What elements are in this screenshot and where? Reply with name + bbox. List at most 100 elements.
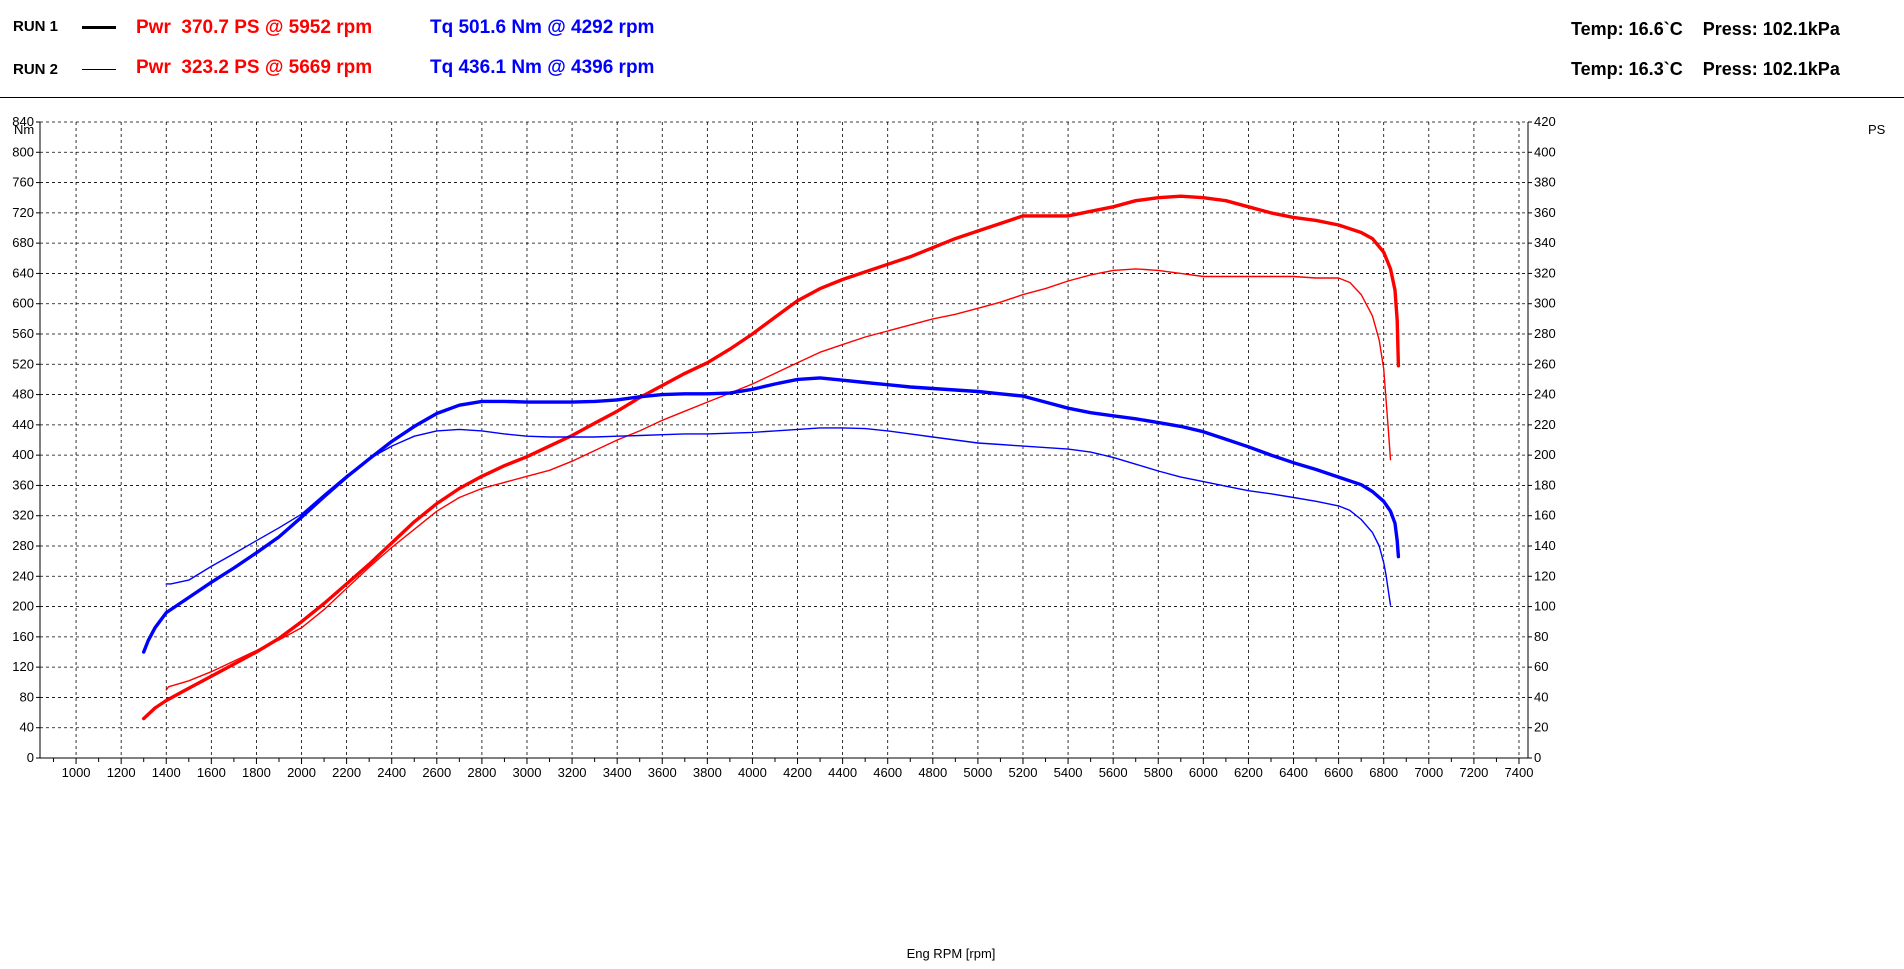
y-right-tick-label: 220	[1534, 417, 1556, 432]
y-left-tick-label: 480	[12, 387, 34, 402]
dyno-chart: 1000 1200 1400 1600 1800 2000 2200 2400 2600 2800…	[12, 114, 1886, 961]
y-right-tick-label: 200	[1534, 447, 1556, 462]
y-left-tick-label: 560	[12, 326, 34, 341]
power-curve-run2	[165, 268, 1392, 691]
x-tick-label: 3800	[693, 765, 722, 780]
y-left-tick-label: 360	[12, 477, 34, 492]
run1-power-prefix: Pwr	[136, 17, 171, 38]
x-tick-label: 1000	[62, 765, 91, 780]
x-tick-label: 3000	[513, 765, 542, 780]
x-axis-label: Eng RPM [rpm]	[907, 946, 996, 961]
run1-line-swatch	[82, 26, 116, 29]
x-tick-label: 6600	[1324, 765, 1353, 780]
y-left-tick-label: 160	[12, 629, 34, 644]
y-right-tick-label: 360	[1534, 205, 1556, 220]
y-left-tick-label: 680	[12, 235, 34, 250]
y-left-tick-label: 280	[12, 538, 34, 553]
x-tick-label: 3600	[648, 765, 677, 780]
y-left-tick-label: 720	[12, 205, 34, 220]
x-tick-label: 2400	[377, 765, 406, 780]
y-right-tick-label: 40	[1534, 689, 1548, 704]
x-tick-label: 6400	[1279, 765, 1308, 780]
chart-header: RUN 1 Pwr 370.7 PS @ 5952 rpm Tq 501.6 N…	[0, 0, 1904, 98]
x-tick-label: 5200	[1009, 765, 1038, 780]
torque-curve-run2	[165, 427, 1392, 606]
x-tick-label: 5000	[963, 765, 992, 780]
y-left-tick-label: 520	[12, 356, 34, 371]
power-curve-run1	[141, 194, 1401, 721]
x-tick-label: 3400	[603, 765, 632, 780]
x-tick-label: 7200	[1459, 765, 1488, 780]
y-left-tick-label: 0	[27, 750, 34, 765]
x-tick-label: 5800	[1144, 765, 1173, 780]
x-tick-label: 4400	[828, 765, 857, 780]
run2-power-summary: Pwr 323.2 PS @ 5669 rpm	[136, 57, 372, 79]
x-tick-label: 2000	[287, 765, 316, 780]
x-tick-label: 3200	[558, 765, 587, 780]
run1-label: RUN 1	[13, 18, 59, 35]
x-tick-label: 1400	[152, 765, 181, 780]
run2-power-prefix: Pwr	[136, 57, 171, 78]
run1-temp: Temp: 16.6`C	[1571, 19, 1683, 39]
x-tick-label: 4200	[783, 765, 812, 780]
y-right-tick-label: 60	[1534, 659, 1548, 674]
y-left-tick-label: 80	[20, 689, 34, 704]
x-tick-label: 1800	[242, 765, 271, 780]
x-tick-label: 6000	[1189, 765, 1218, 780]
run2-label: RUN 2	[13, 61, 59, 78]
run1-power-value: 370.7 PS @ 5952 rpm	[181, 17, 373, 38]
axes: 1000 1200 1400 1600 1800 2000 2200 2400 2600 2800…	[12, 114, 1555, 780]
run2-power-value: 323.2 PS @ 5669 rpm	[181, 57, 373, 78]
y-axis-right-label: PS	[1868, 122, 1886, 137]
x-tick-label: 2200	[332, 765, 361, 780]
y-right-tick-label: 340	[1534, 235, 1556, 250]
y-left-tick-label: 640	[12, 265, 34, 280]
y-right-tick-label: 120	[1534, 568, 1556, 583]
y-right-tick-label: 300	[1534, 296, 1556, 311]
y-left-tick-label: 440	[12, 417, 34, 432]
x-tick-label: 4600	[873, 765, 902, 780]
y-right-tick-label: 320	[1534, 265, 1556, 280]
run2-temp: Temp: 16.3`C	[1571, 59, 1683, 79]
x-tick-label: 2600	[422, 765, 451, 780]
y-right-tick-label: 180	[1534, 477, 1556, 492]
y-left-tick-label: 760	[12, 175, 34, 190]
y-right-tick-label: 400	[1534, 144, 1556, 159]
x-tick-label: 7000	[1414, 765, 1443, 780]
y-right-tick-label: 0	[1534, 750, 1541, 765]
y-left-tick-label: 120	[12, 659, 34, 674]
run2-conditions: Temp: 16.3`C Press: 102.1kPa	[1571, 59, 1840, 80]
run1-conditions: Temp: 16.6`C Press: 102.1kPa	[1571, 19, 1840, 40]
x-tick-label: 4000	[738, 765, 767, 780]
y-left-tick-label: 600	[12, 296, 34, 311]
y-right-tick-label: 80	[1534, 629, 1548, 644]
x-tick-label: 1200	[107, 765, 136, 780]
run1-torque-summary: Tq 501.6 Nm @ 4292 rpm	[430, 17, 655, 38]
x-tick-label: 6200	[1234, 765, 1263, 780]
y-left-tick-label: 240	[12, 568, 34, 583]
x-tick-label: 5400	[1054, 765, 1083, 780]
y-left-tick-label: 40	[20, 720, 34, 735]
torque-curve-run1	[141, 376, 1401, 654]
y-right-tick-label: 100	[1534, 599, 1556, 614]
y-right-tick-label: 240	[1534, 387, 1556, 402]
x-tick-label: 5600	[1099, 765, 1128, 780]
y-right-tick-label: 380	[1534, 175, 1556, 190]
y-left-tick-label: 840	[12, 114, 34, 129]
run1-press: Press: 102.1kPa	[1702, 19, 1840, 39]
x-tick-label: 1600	[197, 765, 226, 780]
y-right-tick-label: 420	[1534, 114, 1556, 129]
y-right-tick-label: 160	[1534, 508, 1556, 523]
series-layer	[141, 194, 1401, 721]
y-right-tick-label: 140	[1534, 538, 1556, 553]
y-left-tick-label: 400	[12, 447, 34, 462]
run2-press: Press: 102.1kPa	[1702, 59, 1840, 79]
y-left-tick-label: 200	[12, 599, 34, 614]
x-tick-label: 6800	[1369, 765, 1398, 780]
y-right-tick-label: 280	[1534, 326, 1556, 341]
run1-power-summary: Pwr 370.7 PS @ 5952 rpm	[136, 17, 372, 39]
run2-torque-summary: Tq 436.1 Nm @ 4396 rpm	[430, 57, 655, 78]
x-tick-label: 7400	[1505, 765, 1534, 780]
header-divider	[0, 97, 1904, 98]
y-left-tick-label: 800	[12, 144, 34, 159]
